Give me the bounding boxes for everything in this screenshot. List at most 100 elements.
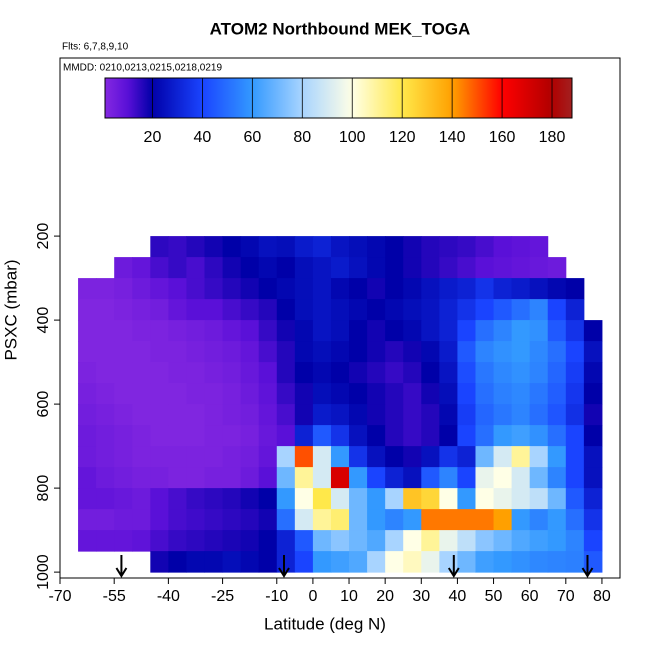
heatmap-cell	[475, 551, 495, 573]
heatmap-cell	[78, 278, 97, 300]
heatmap-cell	[312, 551, 332, 573]
heatmap-cell	[457, 404, 476, 426]
heatmap-cell	[439, 467, 458, 489]
heatmap-cell	[493, 404, 513, 426]
heatmap-cell	[511, 509, 531, 531]
heatmap-cell	[132, 320, 151, 342]
heatmap-cell	[114, 509, 133, 531]
heatmap-cell	[583, 341, 603, 363]
heatmap-cell	[132, 341, 151, 363]
heatmap-cell	[367, 320, 386, 342]
heatmap-cell	[276, 530, 296, 552]
heatmap-cell	[222, 257, 242, 279]
y-tick-label: 800	[35, 475, 52, 502]
heatmap-cell	[78, 467, 97, 489]
heatmap-cell	[150, 509, 169, 531]
heatmap-cell	[385, 320, 404, 342]
heatmap-cell	[421, 488, 440, 510]
heatmap-cell	[529, 488, 549, 510]
heatmap-cell	[493, 362, 513, 384]
heatmap-cell	[439, 425, 458, 447]
heatmap-cell	[583, 509, 603, 531]
heatmap-cell	[204, 383, 224, 405]
heatmap-cell	[511, 299, 531, 321]
heatmap-cell	[457, 530, 476, 552]
arrow-head	[447, 567, 460, 578]
heatmap-cell	[511, 551, 531, 573]
heatmap	[78, 236, 603, 573]
heatmap-cell	[330, 257, 350, 279]
heatmap-cell	[583, 320, 603, 342]
heatmap-cell	[222, 383, 242, 405]
heatmap-cell	[240, 299, 260, 321]
heatmap-cell	[511, 425, 531, 447]
heatmap-cell	[421, 467, 440, 489]
heatmap-cell	[457, 278, 476, 300]
heatmap-cell	[385, 404, 404, 426]
heatmap-cell	[421, 530, 440, 552]
heatmap-cell	[222, 467, 242, 489]
heatmap-cell	[168, 488, 187, 510]
heatmap-cell	[258, 467, 278, 489]
x-tick-label: 80	[593, 588, 611, 605]
heatmap-cell	[186, 383, 206, 405]
heatmap-cell	[349, 509, 368, 531]
heatmap-cell	[330, 383, 350, 405]
heatmap-cell	[511, 257, 531, 279]
heatmap-cell	[276, 341, 296, 363]
heatmap-cell	[565, 320, 585, 342]
heatmap-cell	[330, 530, 350, 552]
heatmap-cell	[114, 278, 133, 300]
heatmap-cell	[294, 404, 314, 426]
heatmap-cell	[403, 446, 422, 468]
heatmap-cell	[367, 236, 386, 258]
annotation: MMDD: 0210,0213,0215,0218,0219	[63, 63, 222, 74]
heatmap-cell	[186, 467, 206, 489]
heatmap-cell	[475, 341, 495, 363]
heatmap-cell	[96, 467, 115, 489]
heatmap-cell	[150, 551, 169, 573]
heatmap-cell	[276, 509, 296, 531]
heatmap-cell	[132, 425, 151, 447]
heatmap-cell	[186, 236, 206, 258]
heatmap-cell	[78, 488, 97, 510]
heatmap-cell	[421, 299, 440, 321]
heatmap-cell	[475, 362, 495, 384]
heatmap-cell	[240, 488, 260, 510]
heatmap-cell	[385, 236, 404, 258]
heatmap-cell	[385, 299, 404, 321]
heatmap-cell	[385, 362, 404, 384]
heatmap-cell	[367, 425, 386, 447]
heatmap-cell	[150, 404, 169, 426]
heatmap-cell	[312, 362, 332, 384]
heatmap-cell	[78, 383, 97, 405]
heatmap-cell	[150, 383, 169, 405]
heatmap-cell	[132, 467, 151, 489]
heatmap-cell	[312, 383, 332, 405]
heatmap-cell	[258, 362, 278, 384]
heatmap-cell	[294, 488, 314, 510]
heatmap-cell	[186, 509, 206, 531]
heatmap-cell	[312, 509, 332, 531]
heatmap-cell	[475, 404, 495, 426]
heatmap-cell	[240, 236, 260, 258]
heatmap-cell	[367, 257, 386, 279]
heatmap-cell	[475, 383, 495, 405]
heatmap-cell	[258, 551, 278, 573]
heatmap-cell	[96, 404, 115, 426]
heatmap-cell	[258, 278, 278, 300]
heatmap-cell	[258, 341, 278, 363]
heatmap-cell	[421, 362, 440, 384]
heatmap-cell	[186, 278, 206, 300]
heatmap-cell	[367, 509, 386, 531]
heatmap-cell	[529, 299, 549, 321]
heatmap-cell	[276, 404, 296, 426]
heatmap-cell	[204, 236, 224, 258]
overlay: MMDD: 0210,0213,0215,0218,0219 -70 -55 -40 -…	[35, 57, 621, 605]
heatmap-cell	[132, 488, 151, 510]
heatmap-cell	[330, 425, 350, 447]
heatmap-cell	[258, 446, 278, 468]
x-tick-label: 20	[376, 588, 394, 605]
heatmap-cell	[258, 257, 278, 279]
heatmap-cell	[349, 425, 368, 447]
